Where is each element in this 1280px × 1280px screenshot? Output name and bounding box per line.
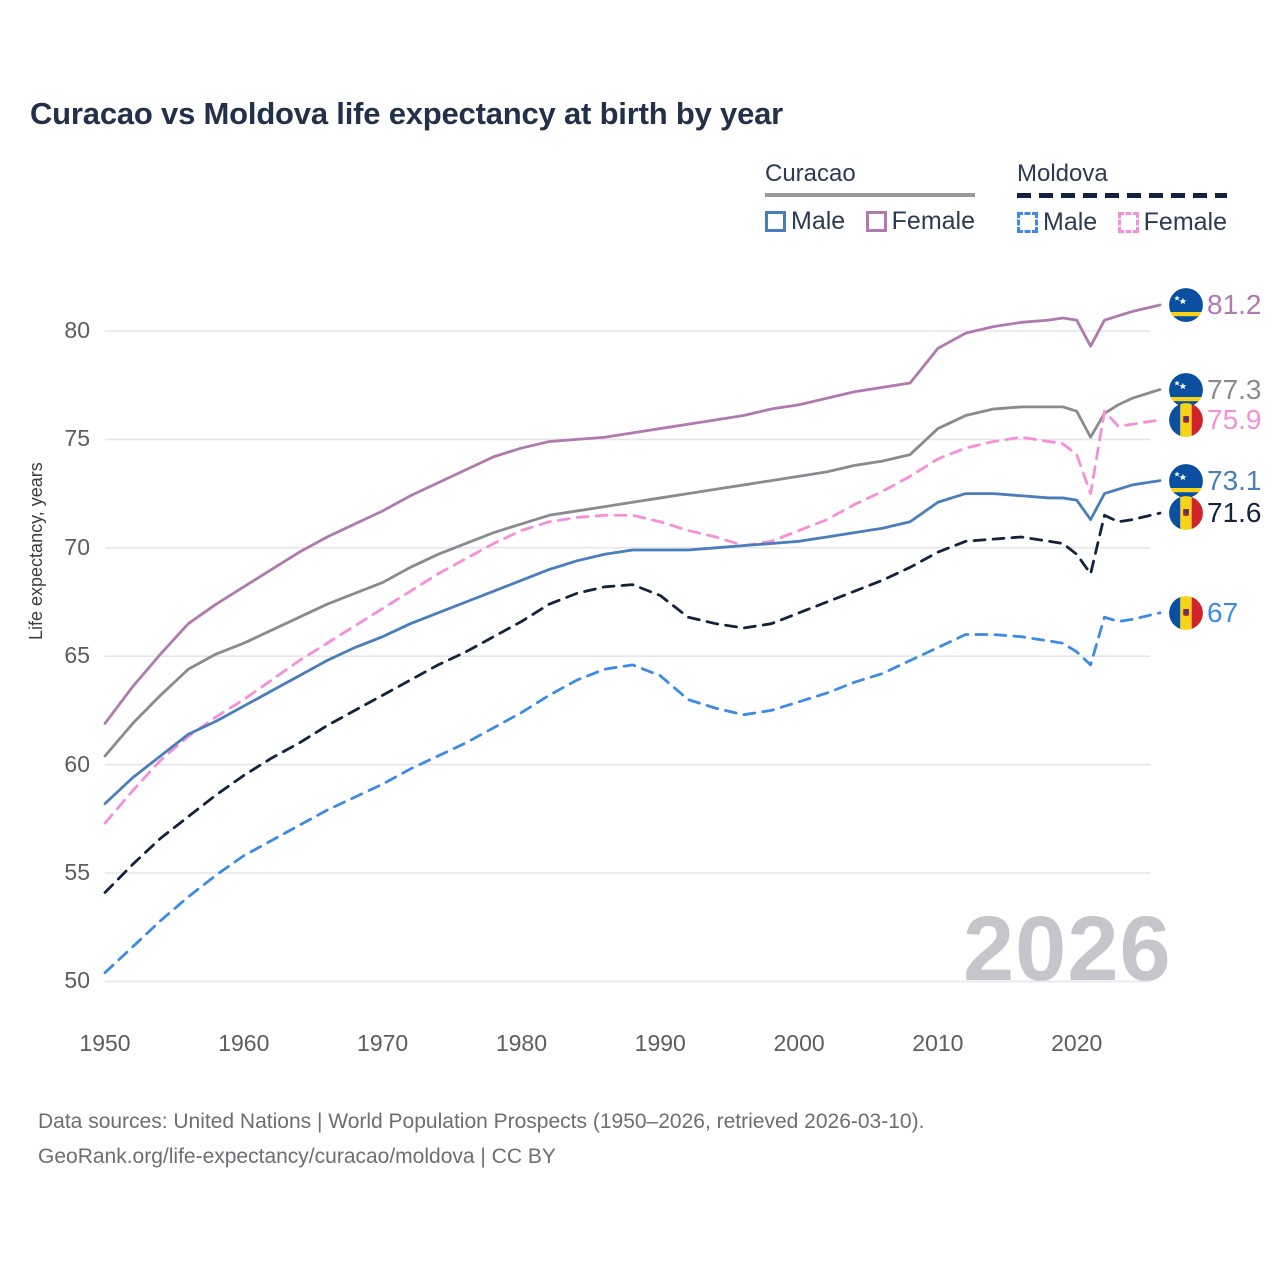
curacao-flag-icon — [1169, 372, 1203, 407]
legend-item-label: Male — [791, 207, 846, 235]
moldova-flag-icon — [1169, 402, 1203, 437]
series-end-value: 81.2 — [1207, 288, 1262, 320]
series-line — [103, 511, 1162, 894]
series-end-value: 71.6 — [1207, 497, 1262, 529]
series-line — [103, 303, 1162, 725]
series-end-value: 73.1 — [1207, 464, 1262, 496]
chart-legend: Curacao Male Female Moldova Male — [755, 160, 1255, 240]
x-axis-tick-label: 2000 — [773, 1030, 825, 1056]
series-end-label: 81.2 — [1169, 287, 1262, 322]
y-axis-tick-label: 70 — [64, 533, 90, 560]
x-axis-tick-label: 1980 — [495, 1030, 548, 1056]
series-lines — [103, 303, 1162, 975]
moldova-flag-icon — [1169, 496, 1203, 531]
square-outline-icon — [865, 211, 887, 232]
year-watermark: 2026 — [963, 898, 1172, 1000]
legend-group-curacao: Curacao Male Female — [765, 160, 976, 237]
legend-item-label: Male — [1043, 208, 1098, 236]
legend-item-label: Female — [1143, 208, 1228, 236]
x-axis-tick-label: 2010 — [912, 1030, 964, 1056]
legend-item-label: Female — [891, 207, 976, 235]
legend-group-title: Moldova — [1017, 160, 1108, 187]
legend-group-title: Curacao — [765, 160, 856, 187]
x-axis-tick-label: 2020 — [1051, 1030, 1103, 1056]
legend-rule-solid — [765, 193, 976, 197]
series-end-value: 75.9 — [1207, 403, 1262, 435]
moldova-flag-icon — [1169, 595, 1203, 630]
y-axis-tick-label: 80 — [64, 317, 90, 343]
legend-rule-dashed — [1017, 193, 1228, 198]
x-axis-tick-label: 1990 — [634, 1030, 686, 1056]
gridlines — [105, 330, 1150, 983]
series-end-value: 77.3 — [1207, 373, 1262, 405]
legend-item-moldova-female[interactable]: Female — [1117, 208, 1228, 237]
series-line — [103, 409, 1162, 825]
series-end-value: 67 — [1207, 596, 1239, 628]
series-end-label: 67 — [1169, 595, 1239, 630]
footer-line-2: GeoRank.org/life-expectancy/curacao/mold… — [38, 1144, 556, 1168]
curacao-flag-icon — [1169, 463, 1203, 498]
curacao-flag-icon — [1169, 287, 1203, 322]
series-line — [103, 479, 1162, 806]
footer-attribution: Data sources: United Nations | World Pop… — [38, 1105, 924, 1174]
y-axis-tick-label: 65 — [64, 642, 90, 669]
series-end-label: 71.6 — [1169, 496, 1262, 531]
x-axis-tick-label: 1970 — [357, 1030, 409, 1056]
y-axis-tick-label: 50 — [64, 967, 90, 994]
x-axis-tick-label: 1960 — [218, 1030, 270, 1056]
y-axis-tick-label: 60 — [64, 750, 90, 777]
series-end-label: 75.9 — [1169, 402, 1262, 437]
series-end-label: 73.1 — [1169, 463, 1262, 498]
legend-item-curacao-male[interactable]: Male — [765, 207, 845, 236]
square-outline-icon — [765, 211, 786, 232]
x-axis-tick-label: 1950 — [79, 1030, 131, 1056]
y-axis-tick-label: 55 — [64, 859, 90, 885]
legend-item-moldova-male[interactable]: Male — [1017, 208, 1097, 237]
series-line — [103, 388, 1162, 758]
square-outline-dashed-icon — [1017, 212, 1038, 233]
legend-group-moldova: Moldova Male Female — [1017, 160, 1228, 238]
page-title: Curacao vs Moldova life expectancy at bi… — [30, 96, 784, 131]
footer-line-1: Data sources: United Nations | World Pop… — [38, 1110, 925, 1133]
legend-item-curacao-female[interactable]: Female — [865, 207, 976, 236]
series-end-label: 77.3 — [1169, 372, 1262, 407]
square-outline-dashed-icon — [1117, 212, 1139, 233]
y-axis-tick-label: 75 — [64, 425, 90, 452]
